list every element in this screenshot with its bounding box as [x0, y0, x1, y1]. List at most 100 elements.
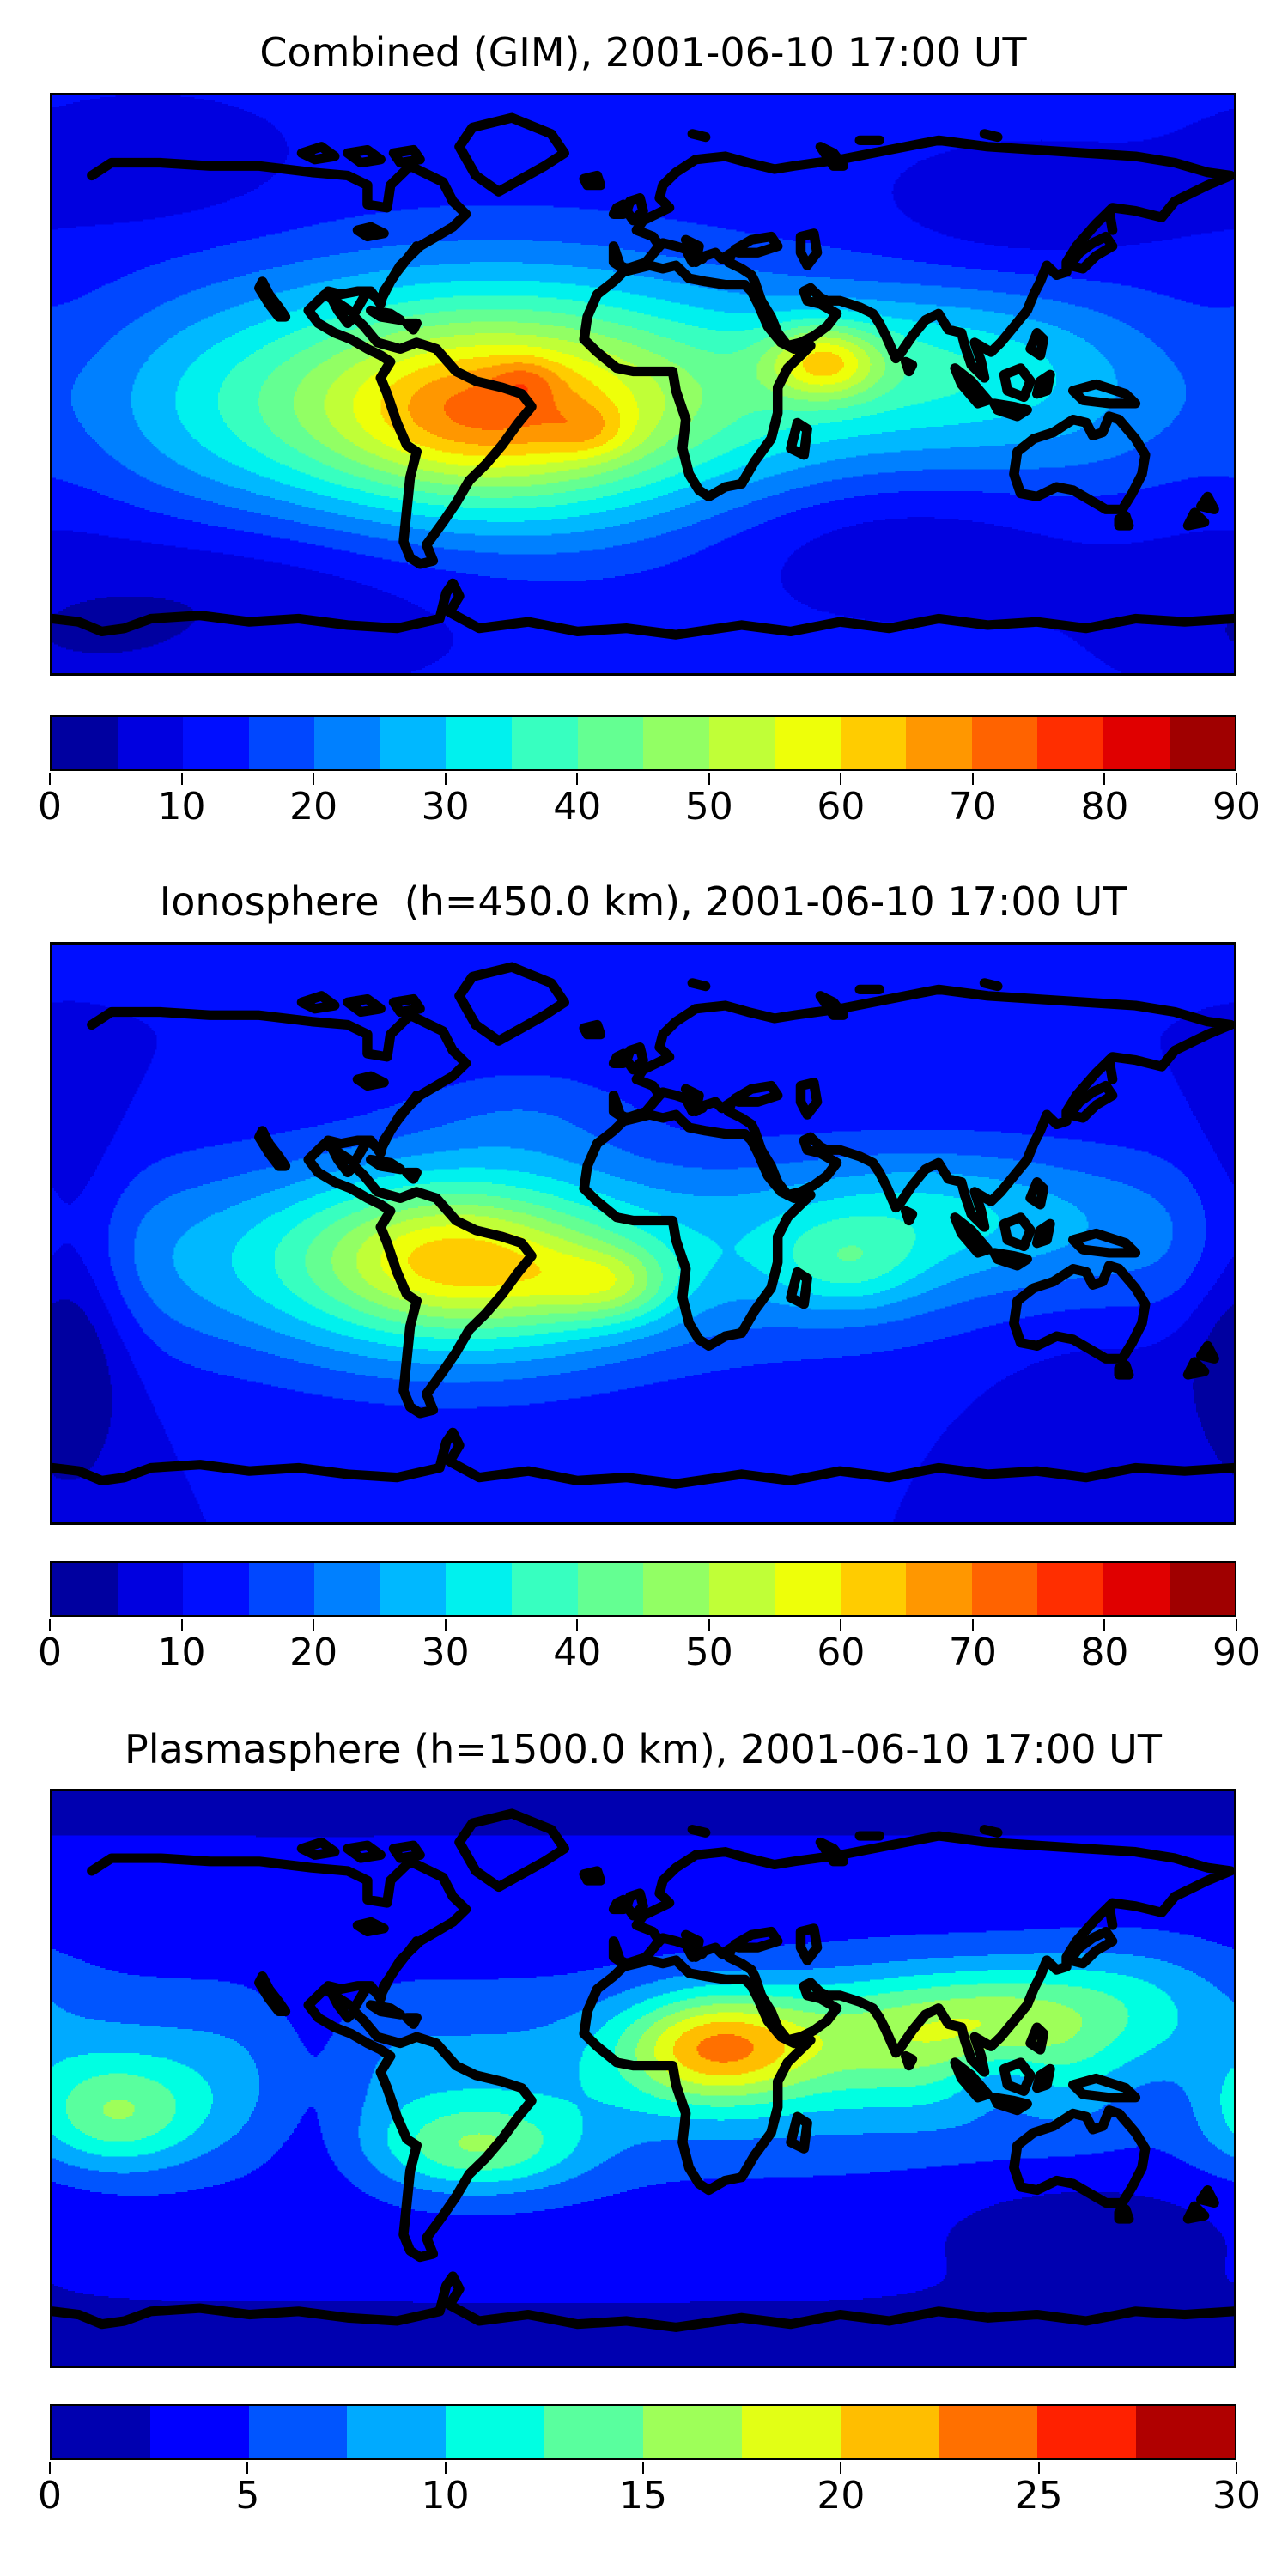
colorbar-segment — [446, 1563, 512, 1615]
coastlines-overlay — [52, 945, 1234, 1522]
colorbar-tick-mark — [180, 1619, 183, 1631]
colorbar-tick-mark — [971, 773, 974, 785]
colorbar-tick-label: 60 — [817, 785, 866, 829]
colorbar-tick-mark — [49, 1619, 51, 1631]
colorbar-segment — [840, 2406, 939, 2458]
colorbar-segment — [939, 2406, 1038, 2458]
colorbar-segment — [840, 717, 907, 769]
colorbar-tick-mark — [1103, 1619, 1106, 1631]
colorbar-plasmasphere — [50, 2404, 1236, 2460]
colorbar-segment — [1037, 717, 1103, 769]
colorbar-segment — [248, 717, 315, 769]
colorbar-segment — [906, 717, 972, 769]
colorbar-tick-label: 30 — [1212, 2474, 1261, 2518]
colorbar-segment — [642, 2406, 742, 2458]
colorbar-tick-mark — [642, 2462, 644, 2474]
colorbar-tick-mark — [840, 2462, 842, 2474]
colorbar-segment — [741, 2406, 841, 2458]
colorbar-tick-label: 60 — [817, 1631, 866, 1674]
colorbar-tick-label: 40 — [553, 1631, 602, 1674]
colorbar-segment — [183, 1563, 249, 1615]
colorbar-tick-mark — [1236, 1619, 1237, 1631]
colorbar-ionosphere — [50, 1561, 1236, 1617]
colorbar-segment — [1169, 1563, 1236, 1615]
colorbar-segment — [971, 717, 1038, 769]
colorbar-tick-label: 10 — [157, 785, 206, 829]
colorbar-tick-label: 80 — [1080, 785, 1129, 829]
colorbar-tick-label: 90 — [1212, 785, 1261, 829]
colorbar-segment — [183, 717, 249, 769]
colorbar-tick-label: 20 — [289, 1631, 338, 1674]
colorbar-tick-mark — [313, 773, 315, 785]
colorbar-segment — [314, 717, 380, 769]
colorbar-segment — [511, 717, 578, 769]
colorbar-tick-mark — [246, 2462, 249, 2474]
colorbar-segment — [446, 2406, 545, 2458]
colorbar-tick-label: 25 — [1014, 2474, 1063, 2518]
colorbar-tick-mark — [708, 1619, 710, 1631]
colorbar-segment — [971, 1563, 1038, 1615]
coastlines-overlay — [52, 95, 1234, 673]
map-ionosphere — [50, 942, 1236, 1525]
colorbar-tick-mark — [1103, 773, 1106, 785]
colorbar-tick-label: 90 — [1212, 1631, 1261, 1674]
colorbar-segment — [248, 1563, 315, 1615]
colorbar-segment — [446, 717, 512, 769]
colorbar-segment — [511, 1563, 578, 1615]
colorbar-tick-label: 30 — [421, 1631, 470, 1674]
colorbar-segment — [117, 717, 184, 769]
colorbar-tick-label: 20 — [817, 2474, 866, 2518]
colorbar-segment — [775, 1563, 841, 1615]
colorbar-tick-label: 70 — [948, 785, 997, 829]
panel-title-ionosphere: Ionosphere (h=450.0 km), 2001-06-10 17:0… — [159, 878, 1127, 925]
colorbar-tick-mark — [708, 773, 710, 785]
colorbar-segment — [906, 1563, 972, 1615]
colorbar-segment — [52, 717, 118, 769]
colorbar-segment — [380, 717, 447, 769]
colorbar-tick-mark — [576, 1619, 579, 1631]
colorbar-tick-mark — [49, 773, 51, 785]
colorbar-tick-mark — [840, 773, 842, 785]
colorbar-tick-label: 10 — [421, 2474, 470, 2518]
colorbar-tick-mark — [1236, 2462, 1237, 2474]
colorbar-segment — [1037, 1563, 1103, 1615]
colorbar-segment — [314, 1563, 380, 1615]
colorbar-segment — [708, 1563, 775, 1615]
colorbar-ticks-combined: 0 10 20 30 40 50 60 70 80 90 — [38, 773, 1261, 841]
colorbar-segment — [643, 717, 709, 769]
colorbar-tick-label: 0 — [38, 1631, 62, 1674]
colorbar-segment — [52, 1563, 118, 1615]
colorbar-segment — [577, 717, 644, 769]
colorbar-tick-label: 80 — [1080, 1631, 1129, 1674]
colorbar-segment — [1103, 717, 1170, 769]
colorbar-segment — [1103, 1563, 1170, 1615]
colorbar-segment — [1037, 2406, 1137, 2458]
panel-title-plasmasphere: Plasmasphere (h=1500.0 km), 2001-06-10 1… — [125, 1726, 1162, 1772]
colorbar-tick-mark — [840, 1619, 842, 1631]
colorbar-ticks-ionosphere: 0 10 20 30 40 50 60 70 80 90 — [38, 1619, 1261, 1687]
colorbar-tick-label: 15 — [619, 2474, 667, 2518]
colorbar-tick-mark — [1236, 773, 1237, 785]
colorbar-segment — [347, 2406, 447, 2458]
colorbar-segment — [840, 1563, 907, 1615]
colorbar-tick-label: 0 — [38, 2474, 62, 2518]
colorbar-tick-label: 50 — [684, 785, 733, 829]
colorbar-segment — [248, 2406, 348, 2458]
colorbar-tick-label: 20 — [289, 785, 338, 829]
colorbar-combined — [50, 715, 1236, 771]
colorbar-tick-label: 5 — [235, 2474, 260, 2518]
colorbar-tick-mark — [444, 1619, 447, 1631]
colorbar-segment — [643, 1563, 709, 1615]
map-combined-gim — [50, 93, 1236, 676]
colorbar-segment — [775, 717, 841, 769]
colorbar-ticks-plasmasphere: 0 5 10 15 20 25 30 — [38, 2462, 1261, 2530]
colorbar-tick-label: 50 — [684, 1631, 733, 1674]
colorbar-segment — [577, 1563, 644, 1615]
colorbar-tick-label: 0 — [38, 785, 62, 829]
colorbar-tick-mark — [444, 773, 447, 785]
colorbar-tick-label: 70 — [948, 1631, 997, 1674]
colorbar-tick-mark — [49, 2462, 51, 2474]
colorbar-tick-mark — [1037, 2462, 1040, 2474]
colorbar-segment — [544, 2406, 643, 2458]
coastlines-overlay — [52, 1791, 1234, 2366]
